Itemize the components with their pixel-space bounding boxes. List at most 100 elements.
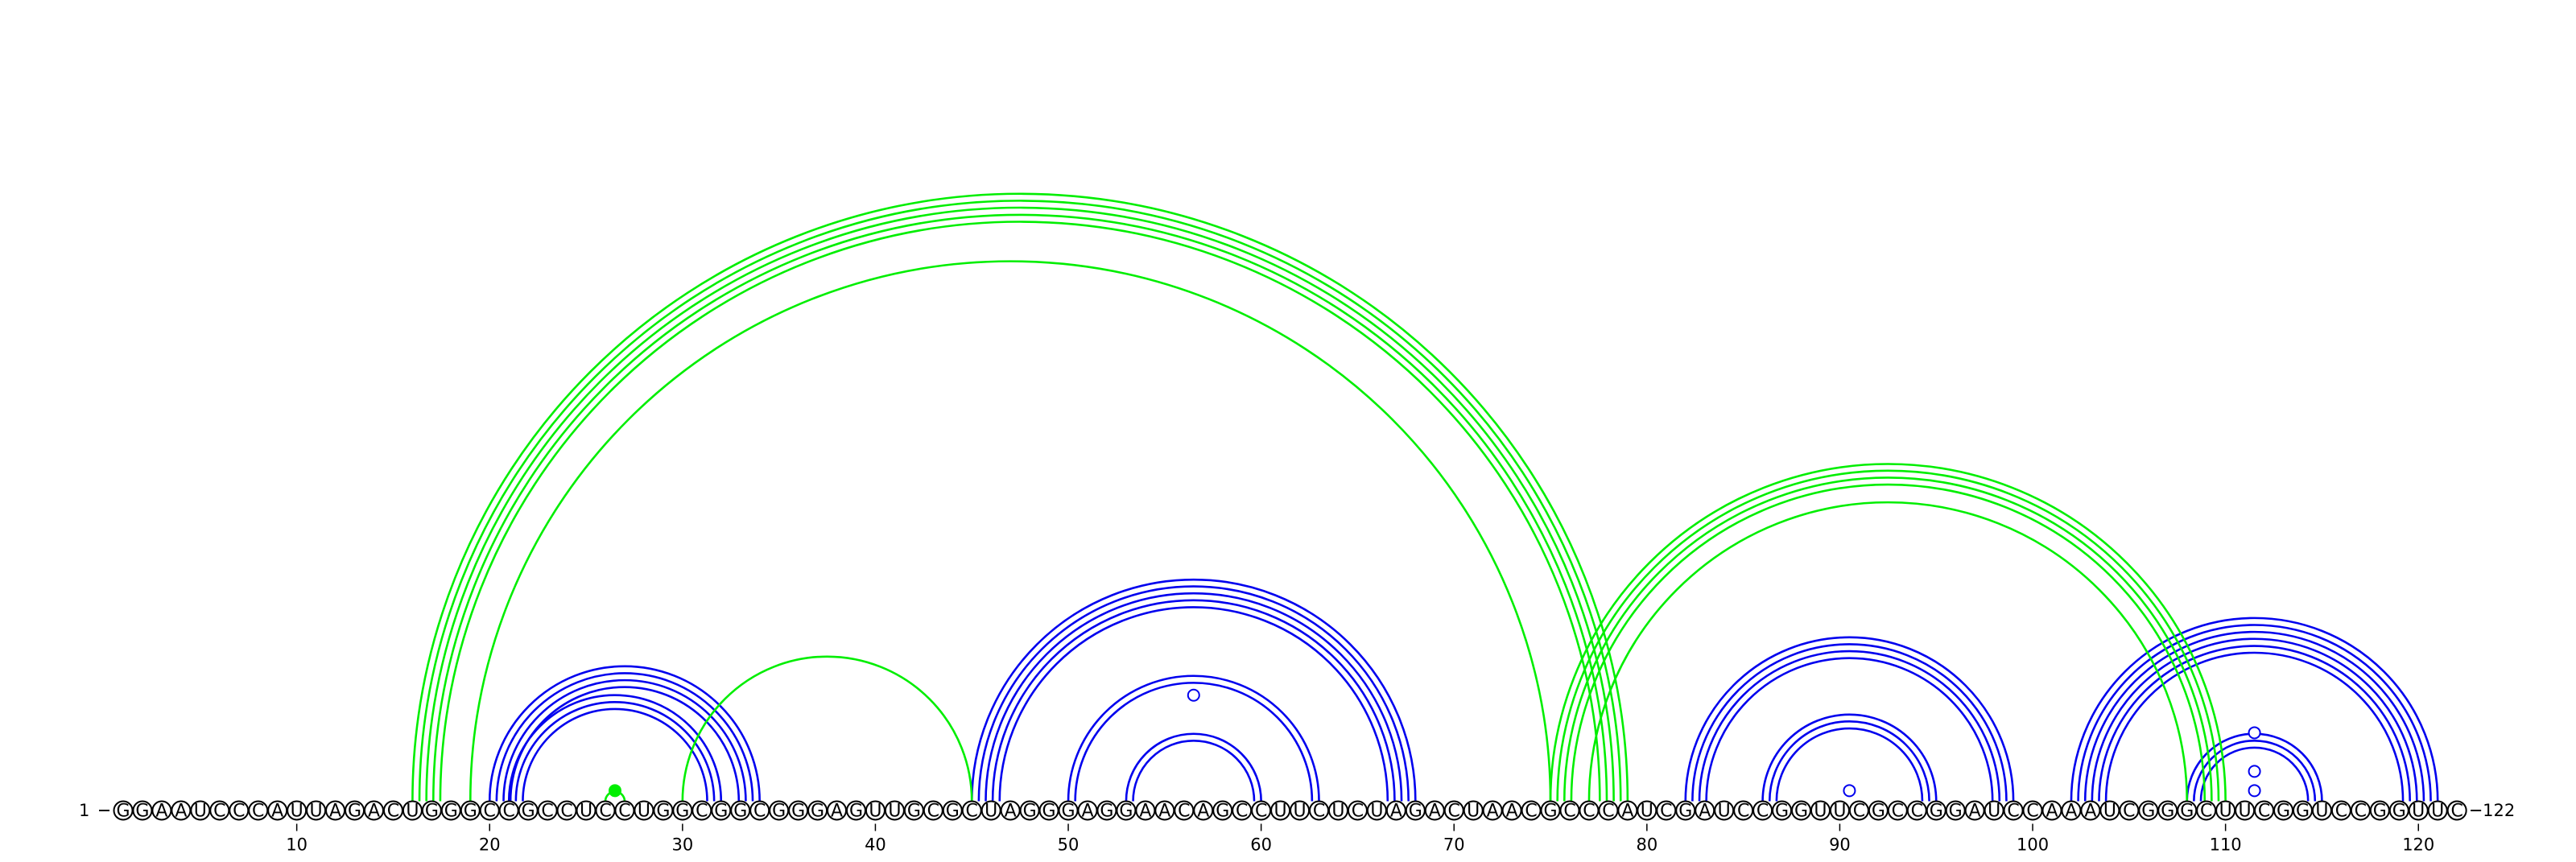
nucleotide-98: U: [1984, 800, 2004, 822]
blue-arc-86-95-1: [1761, 713, 1938, 802]
nucleotide-119: G: [2388, 800, 2409, 822]
tick-label-10: 10: [286, 835, 308, 855]
nucleotide-letter: U: [1814, 802, 1827, 822]
nucleotide-letter: U: [985, 802, 997, 822]
blue-arc-20-34-2: [495, 672, 754, 802]
nucleotide-letter: U: [1294, 802, 1307, 822]
nucleotide-letter: C: [2258, 802, 2270, 822]
nucleotide-31: C: [691, 800, 712, 822]
nucleotide-letter: G: [1062, 802, 1075, 822]
nucleotide-letter: G: [791, 802, 805, 822]
nucleotide-letter: C: [2335, 802, 2347, 822]
nucleotide-letter: U: [2239, 802, 2252, 822]
blue-arc-20-34-1: [488, 665, 761, 802]
nucleotide-letter: G: [348, 802, 361, 822]
nucleotide-118: G: [2369, 800, 2390, 822]
nucleotide-letter: U: [406, 802, 419, 822]
nucleotide-letter: A: [175, 802, 187, 822]
green-arc-16-79-3: [425, 206, 1615, 802]
nucleotide-letter: C: [618, 802, 630, 822]
nucleotide-86: C: [1752, 800, 1773, 822]
nucleotide-8: C: [248, 800, 269, 822]
nucleotide-letter: A: [329, 802, 341, 822]
nucleotide-letter: G: [116, 802, 130, 822]
nucleotide-28: U: [634, 800, 654, 822]
nucleotide-15: C: [382, 800, 403, 822]
green-arc-30-45-1: [681, 655, 973, 802]
nucleotide-5: U: [190, 800, 211, 822]
blue-arc-82-99-1: [1684, 636, 2015, 802]
sequence-start-label: 1: [79, 801, 89, 820]
blue-arc-102-121-6: [2104, 652, 2405, 802]
nucleotide-letter: G: [1042, 802, 1056, 822]
nucleotide-letter: U: [638, 802, 650, 822]
nucleotide-67: A: [1385, 800, 1406, 822]
nucleotide-letter: C: [1178, 802, 1190, 822]
nucleotide-72: A: [1482, 800, 1503, 822]
nucleotide-letter: C: [213, 802, 225, 822]
nucleotide-letter: A: [1699, 802, 1711, 822]
nucleotide-115: U: [2311, 800, 2332, 822]
nucleotide-96: G: [1945, 800, 1966, 822]
green-arcs-layer: [411, 192, 2227, 802]
tick-label-60: 60: [1250, 835, 1272, 855]
nucleotide-letter: A: [1969, 802, 1981, 822]
nucleotide-14: A: [363, 800, 384, 822]
nucleotide-113: G: [2273, 800, 2294, 822]
nucleotide-letter: A: [1487, 802, 1499, 822]
nucleotide-letter: C: [1602, 802, 1614, 822]
nucleotide-letter: A: [368, 802, 380, 822]
tick-label-100: 100: [2017, 835, 2049, 855]
nucleotide-letter: G: [1872, 802, 1885, 822]
nucleotide-letter: A: [1429, 802, 1441, 822]
nucleotide-13: G: [345, 800, 365, 822]
blue-arc-82-99-3: [1698, 650, 2001, 802]
nucleotide-letter: G: [1023, 802, 1037, 822]
nucleotide-87: G: [1772, 800, 1793, 822]
blue-arc-21-32-1: [507, 694, 723, 802]
backbone-layer: 1 122: [79, 801, 2515, 820]
nucleotide-2: G: [132, 800, 153, 822]
nucleotide-10: U: [287, 800, 308, 822]
nucleotide-letter: G: [1678, 802, 1692, 822]
nucleotide-122: C: [2446, 800, 2467, 822]
nucleotide-letter: G: [2373, 802, 2387, 822]
blue-arc-102-121-1: [2070, 617, 2439, 802]
nucleotide-letter: C: [2200, 802, 2212, 822]
nucleotide-letter: C: [753, 802, 766, 822]
nucleotide-letter: C: [503, 802, 515, 822]
nucleotide-21: C: [498, 800, 519, 822]
nucleotide-117: C: [2350, 800, 2371, 822]
nucleotide-letter: A: [2065, 802, 2077, 822]
blue-arc-21-32-2: [514, 701, 716, 802]
nucleotide-letter: C: [387, 802, 399, 822]
nucleotide-58: G: [1212, 800, 1233, 822]
nucleotide-letter: U: [869, 802, 881, 822]
nucleotide-54: A: [1135, 800, 1156, 822]
nucleotide-110: U: [2215, 800, 2236, 822]
nucleotide-62: U: [1290, 800, 1311, 822]
nucleotide-32: G: [711, 800, 732, 822]
nucleotide-letter: G: [675, 802, 689, 822]
nucleotide-letter: C: [233, 802, 245, 822]
nucleotide-75: G: [1540, 800, 1561, 822]
nucleotide-120: U: [2408, 800, 2429, 822]
nucleotide-letter: G: [2392, 802, 2406, 822]
nucleotide-44: G: [942, 800, 963, 822]
blue-arc-108-115-3: [2199, 746, 2310, 802]
nucleotide-53: G: [1116, 800, 1137, 822]
nucleotide-letter: G: [425, 802, 439, 822]
nucleotide-letter: U: [888, 802, 901, 822]
nucleotide-81: C: [1656, 800, 1677, 822]
nucleotide-69: A: [1424, 800, 1445, 822]
tick-label-80: 80: [1636, 835, 1657, 855]
blue-arc-53-60-2: [1132, 740, 1256, 802]
green-arc-16-79-5: [439, 220, 1601, 802]
green-arc-19-75-1: [469, 260, 1552, 802]
nucleotide-letter: G: [1794, 802, 1808, 822]
nucleotide-95: G: [1926, 800, 1946, 822]
tick-label-90: 90: [1829, 835, 1851, 855]
nucleotide-12: A: [325, 800, 346, 822]
nucleotide-letter: C: [1853, 802, 1865, 822]
sequence-end-label: 122: [2483, 801, 2515, 820]
